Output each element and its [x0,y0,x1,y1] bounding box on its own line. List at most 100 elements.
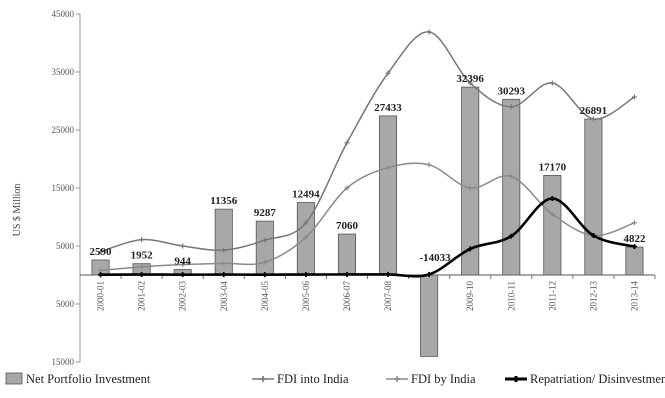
x-tick-label: 2006-07 [342,281,352,311]
series-point [385,271,391,277]
bar [584,118,603,276]
series-point [344,185,350,191]
bar-data-label: 12494 [292,189,320,201]
series-point [303,234,309,240]
legend-fdi-into-india-label: FDI into India [277,372,349,386]
legend-label-net-portfolio: Net Portfolio Investment [26,372,151,386]
series-point [426,29,432,35]
x-tick-label: 2001-02 [137,281,147,311]
x-tick-label: 2010-11 [506,281,516,311]
series-point [262,237,268,243]
series-point [467,246,473,252]
series-point [508,233,514,239]
series-point [344,271,350,277]
series-point [590,116,596,122]
y-tick-label: 35000 [52,67,75,77]
series-point [467,80,473,86]
bar-data-label: 4822 [623,233,646,245]
bar-data-label: 944 [174,256,191,268]
y-tick-label: 15000 [52,183,75,193]
bar [337,233,356,276]
lines-group [98,29,637,278]
series-point [180,243,186,249]
series-point [508,104,514,110]
series-point [262,259,268,265]
series-point [303,220,309,226]
series-point [139,237,145,243]
bar [543,175,562,276]
bar-data-label: 30293 [498,85,526,97]
bar [502,98,521,276]
y-tick-label: 45000 [52,9,75,19]
legend-repatriation-label: Repatriation/ Disinvestmen [530,372,665,386]
data-labels-group: 2590 1952 944 11356 9287 12494 7060 27433 -14033… [90,73,646,267]
series-point [303,272,309,278]
series-point [467,185,473,191]
bar-data-label: 11356 [210,195,237,207]
series-point [549,80,555,86]
series-point [631,244,637,250]
bar-data-label: 7060 [336,220,359,232]
series-point [549,195,555,201]
y-tick-label: 5000 [56,299,75,309]
series-point [426,271,432,277]
series-line [100,197,635,278]
bar-data-label: 9287 [254,207,277,219]
series-point [631,220,637,226]
series-point [262,272,268,278]
bar-data-label: 17170 [539,161,567,173]
bar [461,86,480,276]
series-point [180,272,186,278]
legend-swatch-net-portfolio [5,372,23,385]
legend-fdi-by-india-label: FDI by India [411,372,476,386]
bar [255,220,274,276]
x-tick-label: 2013-14 [629,281,639,311]
series-point [98,249,104,255]
bar [379,115,398,276]
x-tick-label: 2000-01 [96,281,106,311]
bar-data-label: 26891 [580,105,608,117]
x-tick-label: 2004-05 [260,281,270,311]
x-tick-label: 2002-03 [178,281,188,311]
series-point [508,173,514,179]
x-tick-label: 2012-13 [588,281,598,311]
x-tick-label: 2007-08 [383,281,393,311]
series-point [221,260,227,266]
y-tick-label: 25000 [52,125,75,135]
bar [420,274,439,357]
legend-fdi-into-india-marker [260,376,266,382]
x-tick-label: 2005-06 [301,281,311,311]
series-point [426,162,432,168]
series-point [385,165,391,171]
series-point [180,262,186,268]
x-tick-label: 2003-04 [219,281,229,311]
y-axis-title: US $ Million [12,184,23,237]
x-tick-label: 2011-12 [547,281,557,311]
legend-repatriation-marker [513,376,519,382]
bar-data-label: 1952 [131,250,154,262]
bar [625,246,644,276]
bar-data-label: 2590 [90,246,113,258]
series-point [221,272,227,278]
bar-data-label: 27433 [374,102,402,114]
series-point [139,264,145,270]
bar-data-label: 32396 [456,73,484,85]
series-line [100,162,635,272]
x-tick-label: 2009-10 [465,281,475,311]
series-point [385,70,391,76]
bar-data-label: -14033 [420,252,452,264]
series-point [631,94,637,100]
series-line [100,31,635,253]
series-point [221,247,227,253]
series-point [590,233,596,239]
bars-group [91,86,644,357]
legend-fdi-by-india-marker [394,376,400,382]
series-point [549,211,555,217]
series-point [98,267,104,273]
y-tick-label: 5000 [56,241,75,251]
series-point [98,272,104,278]
legend: Net Portfolio Investment FDI into India FD… [5,372,665,386]
series-point [139,272,145,278]
